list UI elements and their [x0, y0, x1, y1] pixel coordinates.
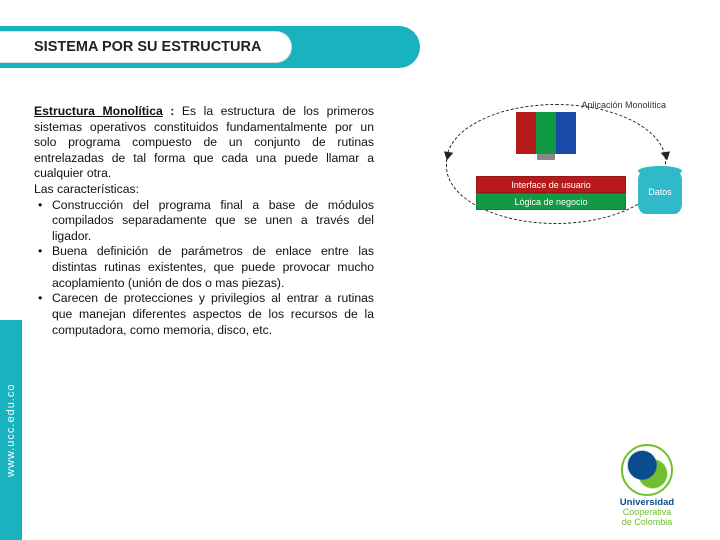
screen-icon: [516, 112, 576, 154]
characteristics-label: Las características:: [34, 182, 374, 198]
logic-layer-box: Lógica de negocio: [476, 193, 626, 210]
logo-icon: [621, 444, 673, 496]
ui-layer-box: Interface de usuario: [476, 176, 626, 193]
screen-stand: [537, 154, 555, 160]
term-separator: :: [163, 104, 182, 118]
list-item: Buena definición de parámetros de enlace…: [34, 244, 374, 291]
body-content: Estructura Monolítica : Es la estructura…: [34, 104, 374, 338]
title-bar: SISTEMA POR SU ESTRUCTURA: [0, 28, 292, 66]
data-cylinder: Datos: [638, 170, 682, 214]
term: Estructura Monolítica: [34, 104, 163, 118]
page-title: SISTEMA POR SU ESTRUCTURA: [34, 39, 261, 55]
characteristics-list: Construcción del programa final a base d…: [34, 198, 374, 338]
logo-line3: de Colombia: [592, 518, 702, 528]
monolithic-diagram: Aplicación Monolítica Interface de usuar…: [416, 100, 706, 240]
list-item: Construcción del programa final a base d…: [34, 198, 374, 245]
sidebar-url: www.ucc.edu.co: [0, 320, 22, 540]
footer-logo: Universidad Cooperativa de Colombia: [592, 444, 702, 528]
title-pill: SISTEMA POR SU ESTRUCTURA: [0, 31, 292, 63]
list-item: Carecen de protecciones y privilegios al…: [34, 291, 374, 338]
definition-paragraph: Estructura Monolítica : Es la estructura…: [34, 104, 374, 182]
